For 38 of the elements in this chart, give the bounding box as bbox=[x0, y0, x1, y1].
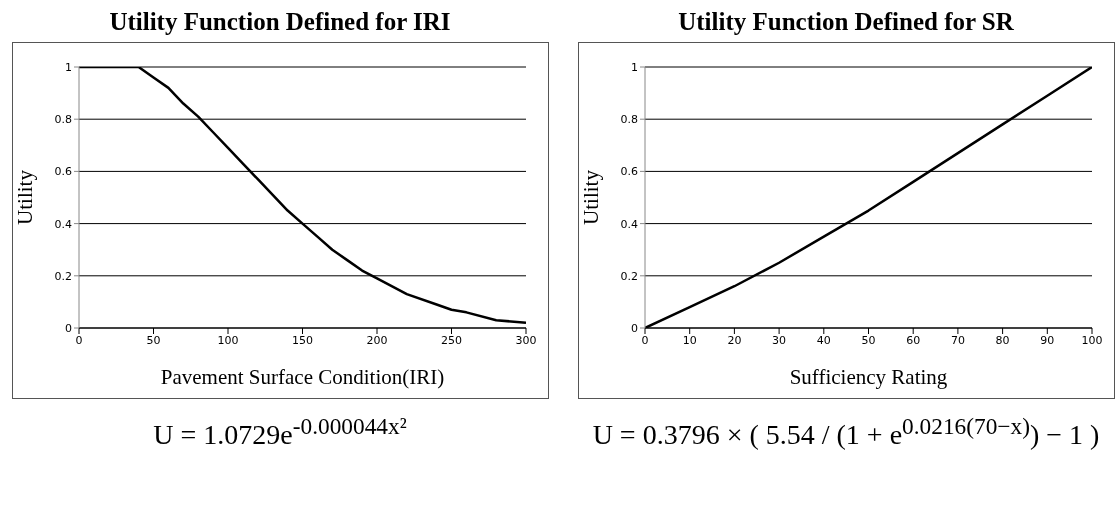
x-tick-label: 50 bbox=[861, 333, 875, 347]
y-tick-label: 0.6 bbox=[620, 165, 638, 179]
y-tick-label: 0.4 bbox=[620, 217, 638, 231]
chart-title: Utility Function Defined for SR bbox=[678, 8, 1014, 37]
y-tick-label: 0.6 bbox=[54, 165, 72, 179]
x-tick-label: 30 bbox=[771, 333, 786, 347]
x-tick-label: 60 bbox=[905, 333, 920, 347]
x-tick-label: 200 bbox=[366, 333, 387, 347]
y-tick-label: 0 bbox=[630, 321, 638, 335]
x-tick-label: 90 bbox=[1039, 333, 1054, 347]
text: U = 0.3796 × ( 5.54 / (1 + e$^{0.0216(70−x)}$) − 1 ) bbox=[592, 413, 1100, 452]
y-tick-label: 0.4 bbox=[54, 217, 72, 231]
x-tick-label: 100 bbox=[1081, 333, 1102, 347]
y-tick-label: 0.8 bbox=[54, 113, 72, 127]
x-tick-label: 10 bbox=[682, 333, 697, 347]
x-tick-label: 0 bbox=[75, 333, 82, 347]
x-tick-label: 70 bbox=[950, 333, 965, 347]
x-tick-label: 250 bbox=[440, 333, 462, 347]
y-tick-label: 0 bbox=[64, 321, 72, 335]
x-tick-label: 300 bbox=[515, 333, 536, 347]
y-tick-label: 1 bbox=[64, 60, 72, 74]
x-tick-label: 50 bbox=[146, 333, 160, 347]
x-tick-label: 20 bbox=[726, 333, 741, 347]
y-tick-label: 0.2 bbox=[620, 269, 638, 283]
text: U = 1.0729e$^{-0.000044x²}$ bbox=[153, 413, 407, 452]
y-tick-label: 1 bbox=[630, 60, 638, 74]
x-tick-label: 80 bbox=[995, 333, 1010, 347]
x-tick-label: 150 bbox=[291, 333, 313, 347]
x-axis-title: Pavement Surface Condition(IRI) bbox=[160, 365, 444, 389]
y-axis-title: Utility bbox=[12, 169, 37, 225]
x-tick-label: 40 bbox=[816, 333, 831, 347]
x-axis-title: Sufficiency Rating bbox=[789, 365, 948, 389]
y-axis-title: Utility bbox=[578, 169, 603, 225]
y-tick-label: 0.8 bbox=[620, 113, 638, 127]
x-tick-label: 100 bbox=[217, 333, 238, 347]
x-tick-label: 0 bbox=[641, 333, 648, 347]
chart-title: Utility Function Defined for IRI bbox=[109, 8, 451, 37]
y-tick-label: 0.2 bbox=[54, 269, 72, 283]
